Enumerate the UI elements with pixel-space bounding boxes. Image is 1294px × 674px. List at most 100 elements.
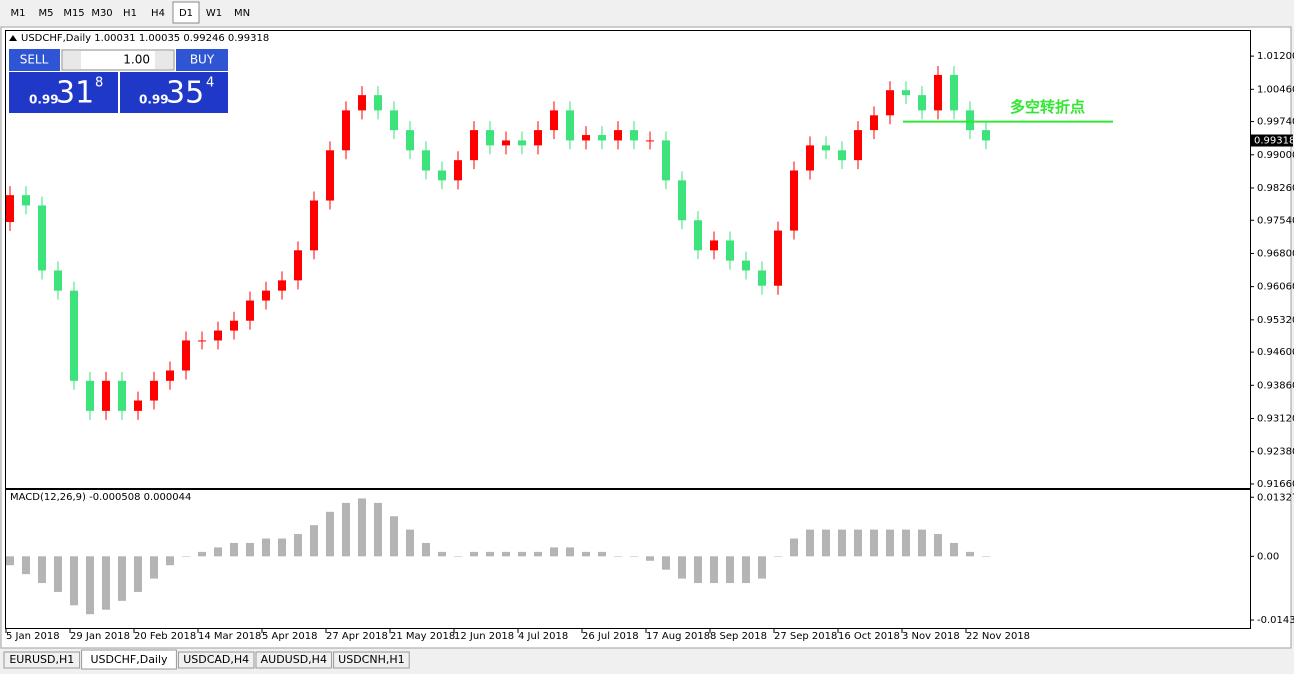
collapse-icon[interactable] xyxy=(9,35,17,41)
x-tick-label: 21 May 2018 xyxy=(390,631,455,642)
timeframe-label: H4 xyxy=(151,8,165,19)
sell-price-box[interactable] xyxy=(9,72,118,113)
macd-header: MACD(12,26,9) -0.000508 0.000044 xyxy=(10,492,191,503)
macd-bar xyxy=(166,556,174,566)
macd-bar xyxy=(310,525,318,557)
buy-label: BUY xyxy=(190,53,215,67)
macd-bar xyxy=(6,556,14,566)
buy-price-main: 35 xyxy=(166,76,204,111)
lots-down[interactable] xyxy=(63,51,81,69)
macd-bar xyxy=(342,502,350,557)
candle-body xyxy=(406,130,414,151)
x-tick-label: 4 Jul 2018 xyxy=(518,631,568,642)
candle-body xyxy=(198,340,206,342)
timeframe-button[interactable] xyxy=(61,2,87,23)
macd-bar xyxy=(454,556,462,557)
timeframe-label: MN xyxy=(234,8,250,19)
candle-body xyxy=(486,130,494,146)
macd-bar xyxy=(374,502,382,557)
symbol-tab[interactable] xyxy=(255,651,333,669)
macd-bar xyxy=(422,542,430,557)
candle-body xyxy=(630,130,638,141)
timeframe-button[interactable] xyxy=(117,2,143,23)
candle-body xyxy=(310,200,318,251)
candle-body xyxy=(566,110,574,141)
symbol-tab[interactable] xyxy=(3,651,81,669)
macd-bar xyxy=(678,556,686,579)
candle-body xyxy=(230,320,238,331)
macd-bar xyxy=(326,511,334,557)
timeframe-label: D1 xyxy=(179,8,193,19)
price-pane xyxy=(5,30,1251,489)
macd-bar xyxy=(790,538,798,557)
x-tick-label: 26 Jul 2018 xyxy=(582,631,639,642)
macd-bar xyxy=(742,556,750,584)
buy-button[interactable] xyxy=(176,49,228,71)
candle-body xyxy=(278,280,286,291)
x-tick-label: 5 Apr 2018 xyxy=(262,631,317,642)
timeframe-button[interactable] xyxy=(5,2,31,23)
macd-bar xyxy=(566,547,574,557)
y-tick-label: 0.00 xyxy=(1257,551,1279,562)
candle-body xyxy=(246,300,254,321)
symbol-tab[interactable] xyxy=(81,649,177,670)
candle-body xyxy=(822,145,830,151)
timeframe-button[interactable] xyxy=(201,2,227,23)
macd-bar xyxy=(118,556,126,601)
candle-body xyxy=(422,150,430,171)
timeframe-label: M5 xyxy=(39,8,54,19)
candle-body xyxy=(54,270,62,291)
x-tick-label: 14 Mar 2018 xyxy=(198,631,261,642)
candle-body xyxy=(38,205,46,271)
lots-up[interactable] xyxy=(155,51,173,69)
macd-bar xyxy=(502,551,510,557)
candle-body xyxy=(902,90,910,96)
candle-body xyxy=(934,74,942,111)
timeframe-button[interactable] xyxy=(89,2,115,23)
macd-bar xyxy=(470,551,478,557)
timeframe-button[interactable] xyxy=(172,1,200,24)
candle-body xyxy=(662,140,670,181)
candle-body xyxy=(710,240,718,251)
macd-bar xyxy=(966,551,974,557)
candle-body xyxy=(390,110,398,131)
sell-price-main: 31 xyxy=(56,76,94,111)
macd-bar xyxy=(262,538,270,557)
candle-body xyxy=(358,95,366,111)
buy-price-box[interactable] xyxy=(120,72,228,113)
macd-bar xyxy=(102,556,110,610)
symbol-tab[interactable] xyxy=(333,651,410,669)
macd-bar xyxy=(54,556,62,592)
candle-body xyxy=(22,195,30,206)
candle-body xyxy=(6,195,14,223)
sell-price-pip: 8 xyxy=(95,76,103,91)
macd-bar xyxy=(70,556,78,606)
macd-bar xyxy=(918,529,926,557)
timeframe-button[interactable] xyxy=(33,2,59,23)
macd-bar xyxy=(726,556,734,584)
macd-bar xyxy=(854,529,862,557)
candle-body xyxy=(950,74,958,111)
buy-price-big: 0.99 xyxy=(139,93,169,107)
current-price-label: 0.99318 xyxy=(1254,136,1294,147)
lots-value: 1.00 xyxy=(123,53,150,67)
candle-body xyxy=(614,130,622,141)
macd-bar xyxy=(614,556,622,557)
sell-button[interactable] xyxy=(9,49,60,71)
timeframe-button[interactable] xyxy=(229,2,255,23)
lots-field[interactable] xyxy=(61,49,175,71)
symbol-tab[interactable] xyxy=(177,651,255,669)
x-tick-label: 16 Oct 2018 xyxy=(838,631,900,642)
timeframe-button[interactable] xyxy=(145,2,171,23)
y-tick-label: 0.91660 xyxy=(1257,479,1294,490)
macd-bar xyxy=(550,547,558,557)
macd-bar xyxy=(870,529,878,557)
macd-bar xyxy=(902,529,910,557)
macd-bar xyxy=(230,542,238,557)
x-tick-label: 27 Apr 2018 xyxy=(326,631,388,642)
macd-bar xyxy=(246,542,254,557)
